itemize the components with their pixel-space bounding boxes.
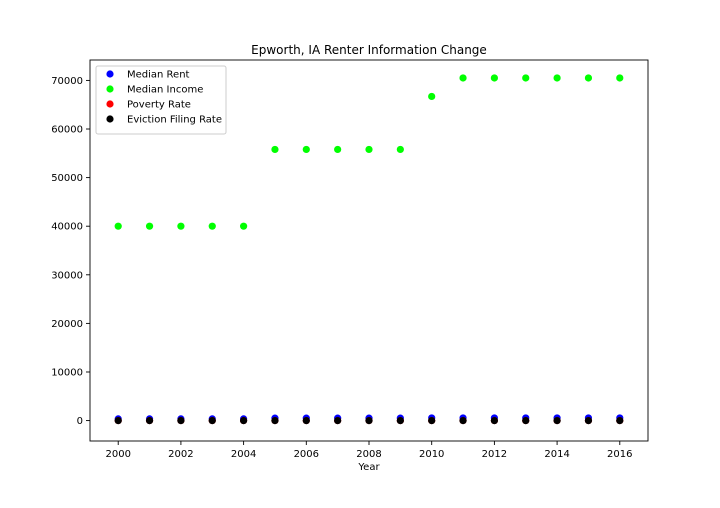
x-tick-label: 2002 [168,449,193,460]
data-point [334,145,342,154]
legend: Median Rent Median Income Poverty Rate Evic… [95,65,227,135]
data-point [302,416,310,425]
legend-label: Poverty Rate [127,100,191,111]
data-point [302,145,310,154]
data-point [365,145,373,154]
data-point [616,416,624,425]
data-point [271,416,279,425]
data-point [240,222,248,230]
data-point [208,222,216,230]
data-point [490,416,498,425]
legend-label: Median Income [127,85,203,96]
chart-title: Epworth, IA Renter Information Change [251,43,487,57]
plot-area [114,74,624,425]
x-tick-label: 2014 [544,449,569,460]
y-tick-label: 10000 [51,367,83,378]
data-point [177,416,185,425]
data-point [459,416,467,425]
data-point [553,416,561,425]
x-tick-label: 2016 [607,449,632,460]
data-point [459,74,467,82]
data-point [584,416,593,425]
x-tick-label: 2000 [105,449,130,460]
x-tick-label: 2008 [356,449,381,460]
data-point [365,416,373,425]
data-point [522,416,530,425]
x-axis-label: Year [357,462,380,473]
data-point [616,74,624,82]
y-tick-label: 60000 [51,125,83,136]
legend-label: Median Rent [127,70,190,81]
y-tick-label: 40000 [51,222,83,233]
x-tick-label: 2004 [231,449,256,460]
y-tick-label: 0 [77,416,83,427]
legend-marker [106,85,114,93]
data-point [428,92,436,101]
data-point [553,74,561,82]
data-point [145,416,154,425]
x-tick-label: 2010 [419,449,444,460]
data-point [522,74,530,82]
y-tick-label: 50000 [51,173,83,184]
y-tick-label: 30000 [51,270,83,281]
data-point [490,74,498,82]
axes: 2000 2002 2004 2006 2008 2010 2012 2014 2016 0 100… [51,59,649,460]
data-point [145,222,154,230]
y-tick-label: 70000 [51,76,83,87]
data-point [177,222,185,230]
x-tick-label: 2012 [482,449,507,460]
data-point [334,416,342,425]
data-point [114,222,122,230]
y-tick-label: 20000 [51,319,83,330]
x-tick-label: 2006 [294,449,319,460]
legend-marker [106,70,114,78]
data-point [428,416,436,425]
series-median-income [114,74,624,230]
legend-marker [106,115,114,123]
data-point [396,416,404,425]
legend-label: Eviction Filing Rate [127,115,222,126]
data-point [240,416,248,425]
legend-box [95,65,227,135]
legend-marker [106,100,114,108]
series-eviction-filing-rate [114,416,624,425]
data-point [396,145,404,154]
data-point [584,74,593,82]
data-point [114,416,122,425]
data-point [208,416,216,425]
data-point [271,145,279,154]
